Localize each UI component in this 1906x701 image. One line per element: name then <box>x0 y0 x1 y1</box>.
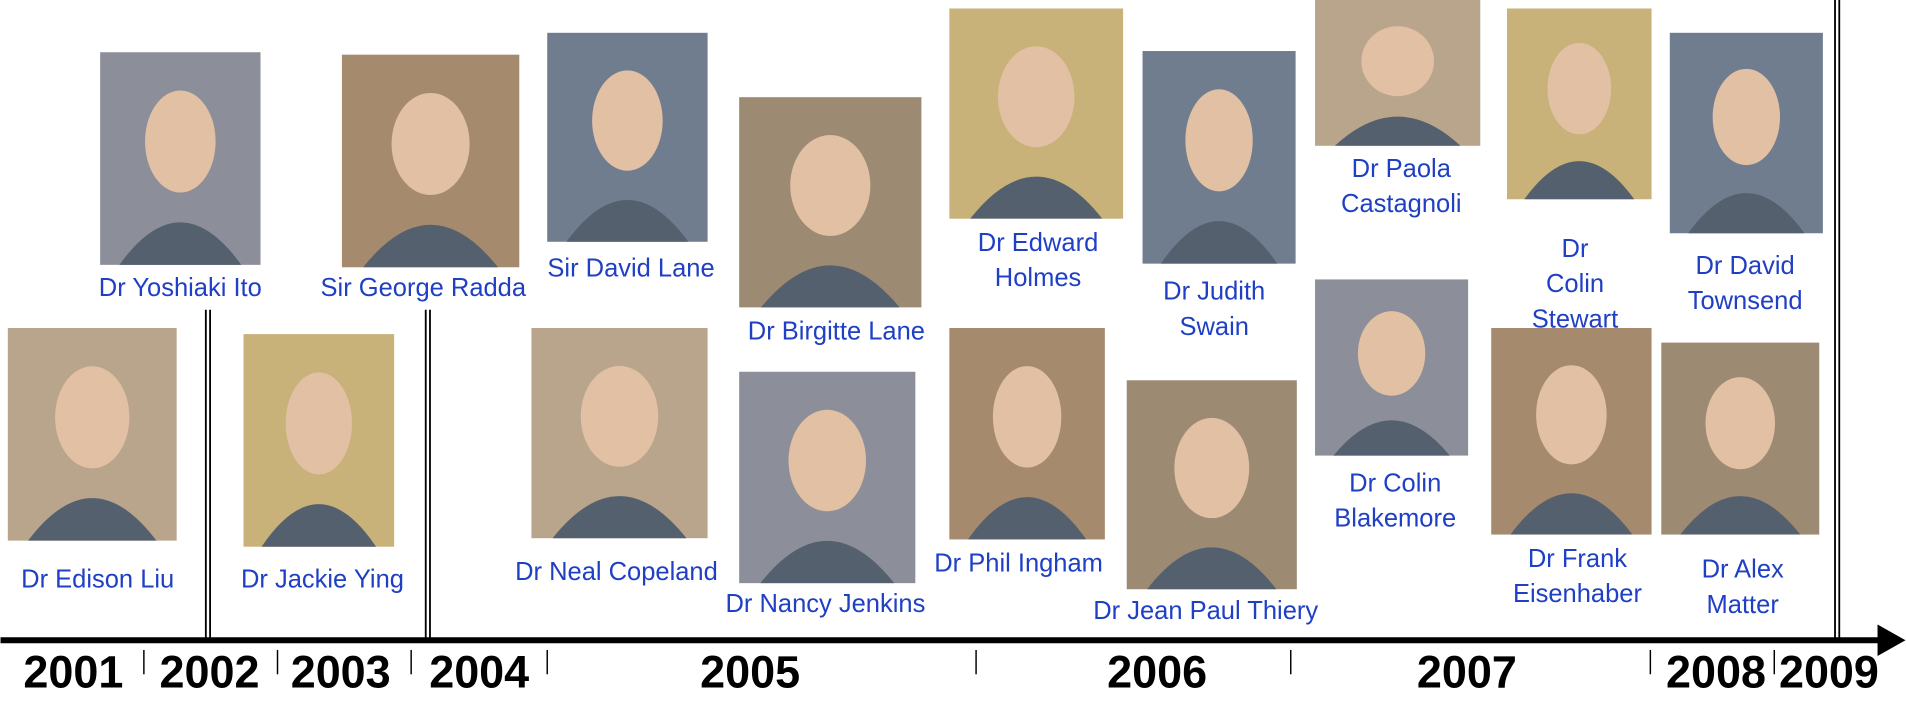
photo-face <box>285 372 352 475</box>
photo-body <box>552 496 687 539</box>
photo-face <box>1185 89 1253 192</box>
photo-face <box>992 366 1062 468</box>
photo-body <box>1334 116 1461 146</box>
photo-face <box>391 92 470 195</box>
person-name: Dr Jean Paul Thiery <box>1093 597 1318 625</box>
year-label: 2002 <box>159 646 259 697</box>
photo-face <box>1547 42 1612 135</box>
person: Sir George Radda <box>321 54 527 302</box>
photo-face <box>998 46 1075 148</box>
photo-body <box>760 540 895 584</box>
person-name: Dr Nancy Jenkins <box>726 590 926 618</box>
photo-body <box>1688 193 1805 234</box>
photo-body <box>1510 493 1633 535</box>
photo-face <box>145 90 216 193</box>
person-name: Holmes <box>995 264 1081 292</box>
photo-body <box>261 504 377 547</box>
photo-face <box>1705 377 1776 470</box>
photo-body <box>363 224 498 268</box>
person-name: Colin <box>1546 270 1604 298</box>
photo-body <box>566 199 689 242</box>
photo-body <box>1333 420 1450 456</box>
photo-face <box>1712 68 1781 166</box>
person: Dr Judith Swain <box>1142 51 1296 341</box>
person-name: Dr Colin <box>1349 469 1441 497</box>
person-name: Dr Jackie Ying <box>241 565 404 593</box>
axis-arrow <box>1877 624 1906 657</box>
year-label: 2006 <box>1107 646 1207 697</box>
person-name: Dr Birgitte Lane <box>748 318 925 346</box>
photo-body <box>1147 547 1277 590</box>
person: Dr Neal Copeland <box>515 328 718 586</box>
person: Dr Jean Paul Thiery <box>1093 380 1318 625</box>
photo-body <box>1680 496 1801 535</box>
person-name: Blakemore <box>1334 505 1456 533</box>
year-ticks <box>143 649 1776 675</box>
person-name: Townsend <box>1688 287 1803 315</box>
dividers <box>204 0 1841 641</box>
photo-face <box>790 135 871 236</box>
photo-body <box>968 497 1087 540</box>
person-name: Dr <box>1562 235 1589 263</box>
photo-face <box>1174 417 1250 519</box>
person: Dr Colin Blakemore <box>1315 279 1469 533</box>
person-name: Dr Judith <box>1163 278 1265 306</box>
person-name: Dr Phil Ingham <box>934 550 1103 578</box>
person-name: Dr Alex <box>1702 556 1784 584</box>
person-name: Dr Edison Liu <box>21 565 174 593</box>
photo-body <box>1524 161 1635 200</box>
person-name: Dr Neal Copeland <box>515 558 718 586</box>
person: Dr Birgitte Lane <box>739 97 925 346</box>
year-label: 2004 <box>429 646 529 697</box>
person-name: Eisenhaber <box>1513 580 1643 608</box>
photo-body <box>761 265 900 308</box>
photo-face <box>1536 365 1607 465</box>
year-label: 2005 <box>700 646 800 697</box>
person: Dr David Townsend <box>1669 32 1823 315</box>
person-name: Dr Frank <box>1528 545 1627 573</box>
person-name: Dr Paola <box>1352 155 1452 183</box>
photo-face <box>1357 311 1426 396</box>
person: Dr Edison Liu <box>7 328 177 593</box>
year-label: 2003 <box>291 646 391 697</box>
person-name: Castagnoli <box>1341 190 1461 218</box>
years: 2001 2002 2003 2004 2005 2006 2007 2008 2009 <box>23 646 1879 697</box>
photo-face <box>592 70 663 171</box>
photo-face <box>55 366 130 469</box>
person: Sir David Lane <box>547 32 715 282</box>
person-name: Dr Yoshiaki Ito <box>99 274 262 302</box>
person: Dr Frank Eisenhaber <box>1491 328 1652 608</box>
person: Dr Jackie Ying <box>241 334 404 593</box>
photo-body <box>970 176 1103 219</box>
photo-face <box>788 409 867 512</box>
person-name: Matter <box>1707 591 1780 619</box>
person-name: Sir George Radda <box>321 274 527 302</box>
person-name: Dr Edward <box>978 229 1098 257</box>
person-name: Swain <box>1179 313 1248 341</box>
photo-face <box>1361 26 1435 97</box>
person: Dr Yoshiaki Ito <box>99 52 262 302</box>
people: Dr Edison Liu Dr Yoshiaki Ito Dr Jackie Yi… <box>7 0 1823 625</box>
photo-body <box>28 498 157 541</box>
person-name: Sir David Lane <box>547 254 714 282</box>
photo-body <box>1160 221 1278 264</box>
photo-face <box>580 365 659 467</box>
person: Dr Edward Holmes <box>949 8 1124 292</box>
person: Dr Phil Ingham <box>934 328 1105 578</box>
year-label: 2001 <box>23 646 123 697</box>
person: Dr Alex Matter <box>1661 342 1820 619</box>
person-name: Dr David <box>1696 252 1795 280</box>
year-label: 2007 <box>1417 646 1517 697</box>
person: Dr Paola Castagnoli <box>1315 0 1481 218</box>
person: Dr Nancy Jenkins <box>726 371 926 618</box>
year-label: 2008 <box>1666 646 1766 697</box>
photo-body <box>119 222 242 265</box>
year-label: 2009 <box>1779 646 1879 697</box>
